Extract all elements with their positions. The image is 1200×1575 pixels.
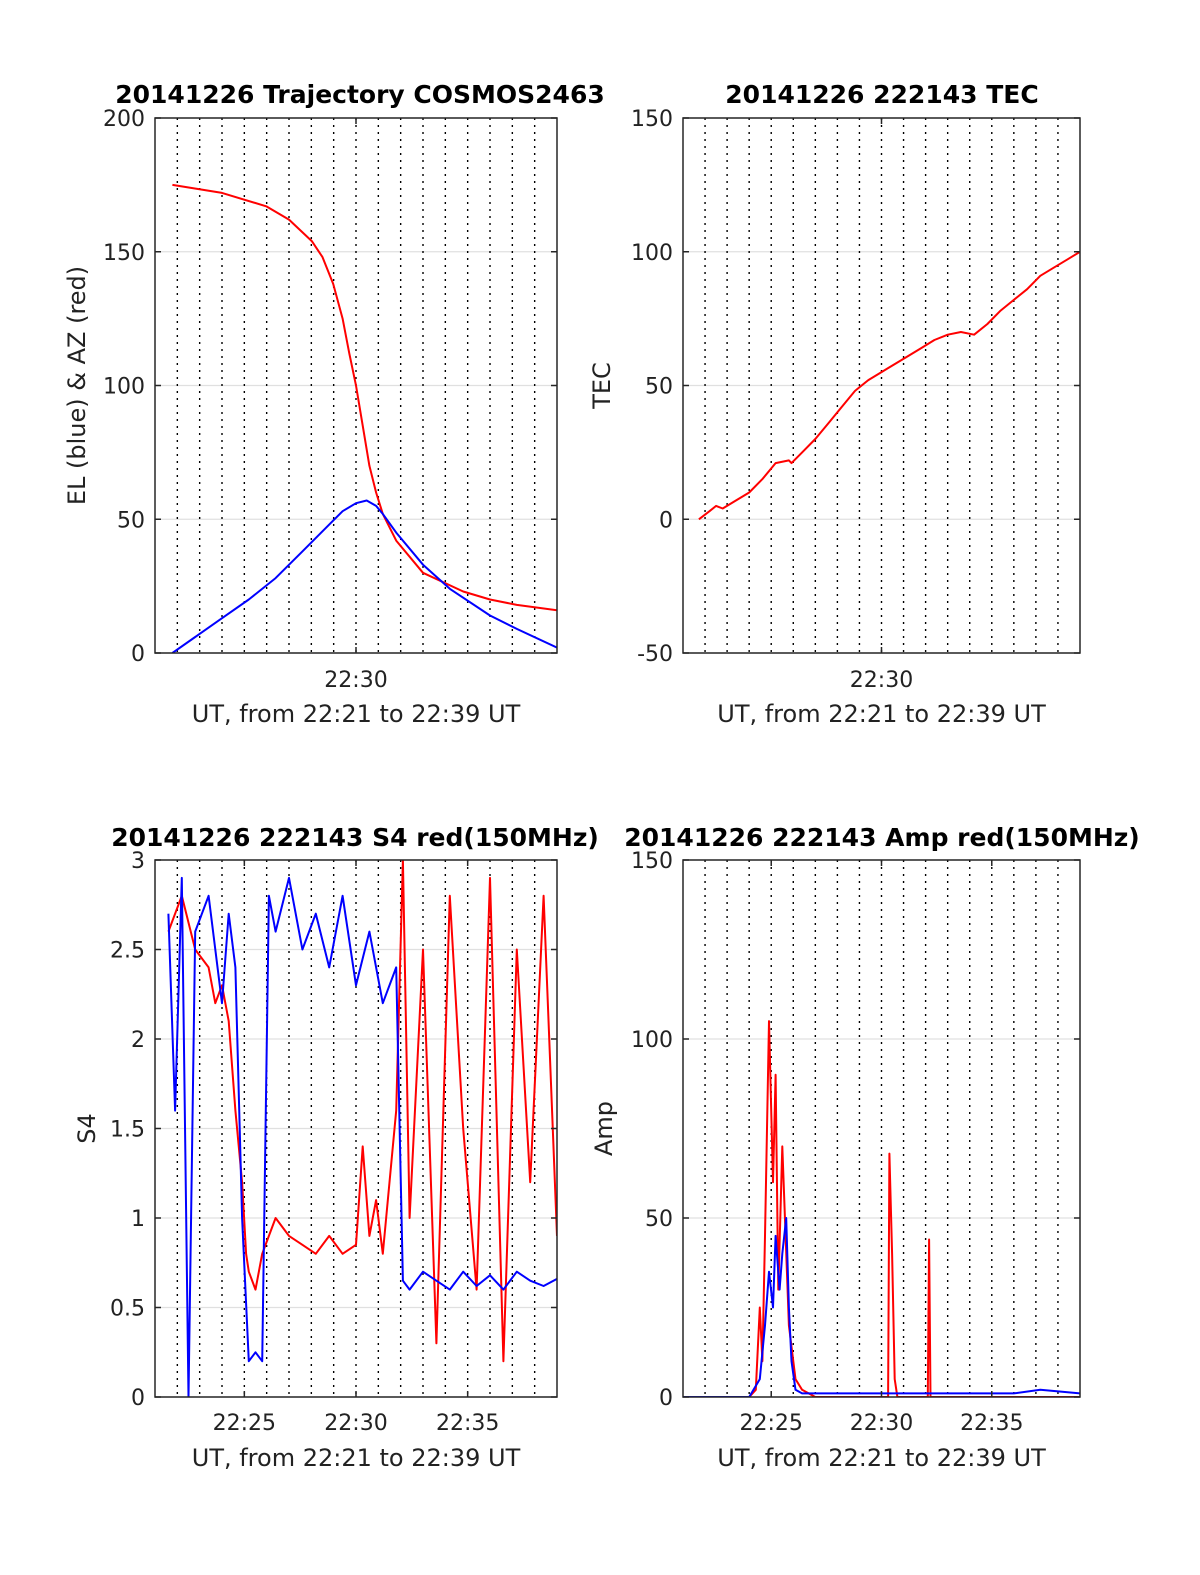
y-axis-label: EL (blue) & AZ (red) <box>63 266 91 505</box>
x-tick-label: 22:30 <box>324 668 387 693</box>
x-axis-label: UT, from 22:21 to 22:39 UT <box>192 1444 521 1472</box>
chart-panel-2: -50 0 50 100 150 22:30 20141226 222143 TEC UT, … <box>588 80 1081 728</box>
y-tick-label: 50 <box>117 508 145 533</box>
y-tick-label: 150 <box>631 107 673 132</box>
series-line-blue <box>167 876 557 1397</box>
y-tick-label: 150 <box>631 849 673 874</box>
chart-title: 20141226 222143 TEC <box>725 80 1038 109</box>
y-tick-label: 50 <box>645 1207 673 1232</box>
y-tick-label: 3 <box>131 849 145 874</box>
y-tick-label: 0 <box>659 508 673 533</box>
series-line-red <box>683 1020 1080 1397</box>
x-tick-label: 22:30 <box>850 1411 913 1436</box>
y-tick-label: 2.5 <box>110 939 145 964</box>
chart-title: 20141226 222143 S4 red(150MHz) <box>111 823 599 852</box>
chart-panel-4: 0 50 100 150 22:25 22:30 22:35 20141226 222143 … <box>590 823 1140 1472</box>
y-axis-label: Amp <box>590 1101 618 1156</box>
x-axis-label: UT, from 22:21 to 22:39 UT <box>717 1444 1046 1472</box>
chart-panel-3: 0 0.5 1 1.5 2 2.5 3 22:25 22:30 22:35 20141226 222… <box>73 823 599 1472</box>
y-tick-label: -50 <box>637 642 673 667</box>
y-axis-label: S4 <box>73 1113 101 1144</box>
y-tick-label: 100 <box>631 1028 673 1053</box>
y-tick-label: 100 <box>631 241 673 266</box>
x-axis-label: UT, from 22:21 to 22:39 UT <box>192 700 521 728</box>
series-line-red <box>172 183 557 612</box>
plot-area <box>683 860 1080 1397</box>
y-tick-label: 0.5 <box>110 1297 145 1322</box>
y-tick-label: 1.5 <box>110 1118 145 1143</box>
x-tick-label: 22:30 <box>850 668 913 693</box>
series-line-blue <box>683 1217 1080 1397</box>
y-tick-label: 0 <box>131 642 145 667</box>
y-tick-label: 1 <box>131 1207 145 1232</box>
y-tick-label: 50 <box>645 375 673 400</box>
y-tick-label: 2 <box>131 1028 145 1053</box>
y-tick-label: 200 <box>103 107 145 132</box>
x-tick-label: 22:25 <box>213 1411 276 1436</box>
x-tick-label: 22:35 <box>436 1411 499 1436</box>
x-tick-label: 22:35 <box>960 1411 1023 1436</box>
y-tick-label: 0 <box>659 1386 673 1411</box>
x-tick-label: 22:25 <box>740 1411 803 1436</box>
series-line-red <box>167 860 557 1363</box>
y-tick-label: 150 <box>103 241 145 266</box>
chart-title: 20141226 222143 Amp red(150MHz) <box>624 823 1140 852</box>
y-tick-label: 100 <box>103 375 145 400</box>
y-axis-label: TEC <box>588 362 616 410</box>
y-tick-label: 0 <box>131 1386 145 1411</box>
x-tick-label: 22:30 <box>324 1411 387 1436</box>
series-line-blue <box>171 499 557 653</box>
chart-title: 20141226 Trajectory COSMOS2463 <box>115 80 605 109</box>
x-axis-label: UT, from 22:21 to 22:39 UT <box>717 700 1046 728</box>
chart-panel-1: 0 50 100 150 200 22:30 20141226 Trajectory COS… <box>63 80 605 728</box>
series-line-red <box>698 250 1080 521</box>
